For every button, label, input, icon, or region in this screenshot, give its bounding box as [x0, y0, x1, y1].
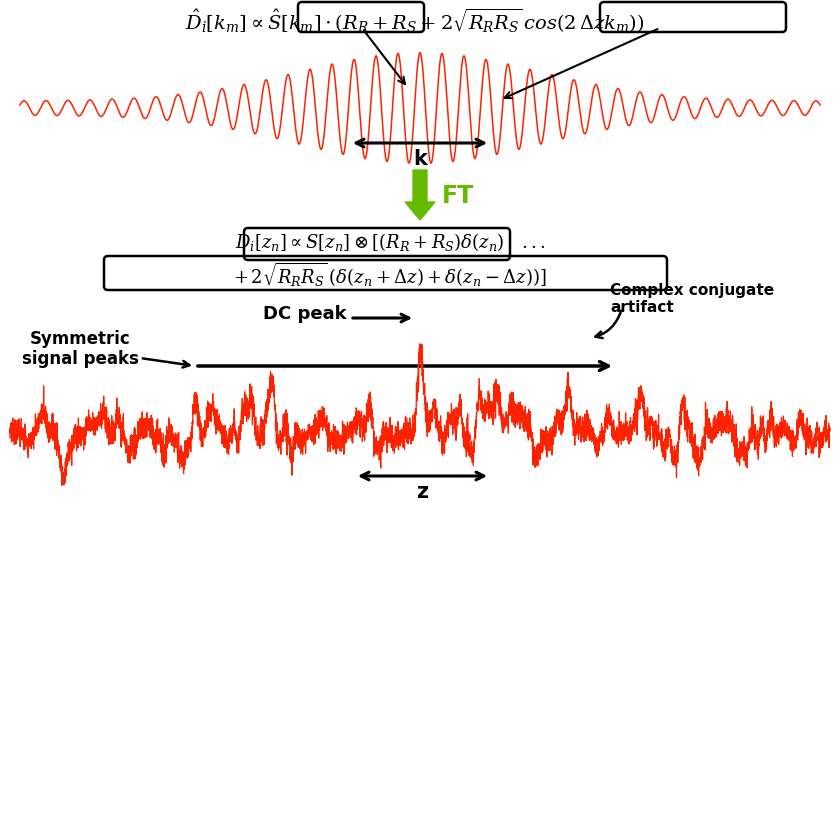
- Text: $\hat{D}_i[k_m] \propto \hat{S}[k_m] \cdot (R_R + R_S + 2\sqrt{R_R R_S}\,\mathit: $\hat{D}_i[k_m] \propto \hat{S}[k_m] \cd…: [186, 7, 645, 36]
- Text: $+\, 2\sqrt{R_R R_S}\,(\delta(z_n + \Delta z) + \delta(z_n - \Delta z))]$: $+\, 2\sqrt{R_R R_S}\,(\delta(z_n + \Del…: [234, 261, 547, 289]
- Text: z: z: [416, 481, 428, 502]
- Text: $D_i[z_n] \propto S[z_n] \otimes [(R_R + R_S)\delta(z_n) \quad ...$: $D_i[z_n] \propto S[z_n] \otimes [(R_R +…: [235, 231, 545, 253]
- Text: Symmetric
signal peaks: Symmetric signal peaks: [22, 330, 139, 368]
- Text: DC peak: DC peak: [263, 305, 347, 323]
- Polygon shape: [405, 171, 435, 221]
- Text: k: k: [413, 149, 427, 169]
- Text: Complex conjugate
artifact: Complex conjugate artifact: [610, 282, 774, 315]
- Text: FT: FT: [442, 184, 475, 208]
